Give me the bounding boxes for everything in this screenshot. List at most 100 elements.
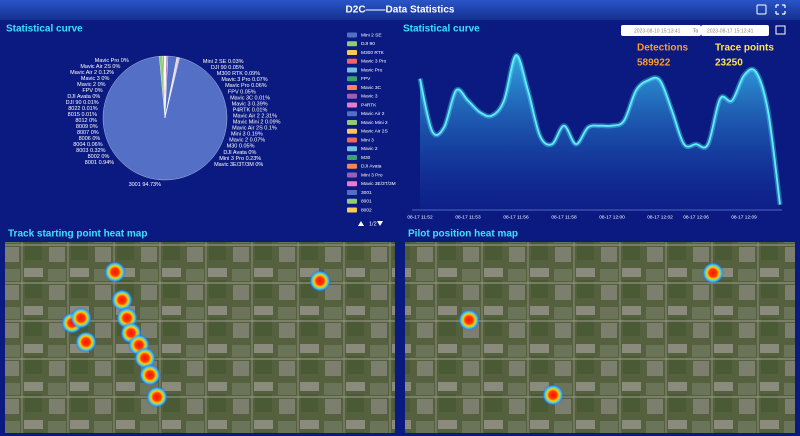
pie-label-value: 0% [101, 76, 109, 82]
report-icon[interactable] [756, 4, 767, 15]
legend-swatch [347, 85, 357, 90]
pie-label-value: 0.07% [250, 138, 266, 144]
pie-label: DJI Avata 0% [67, 94, 100, 100]
heat-spot [111, 289, 133, 311]
x-tick-label: 08-17 12:09 [731, 214, 757, 220]
header-bar [0, 0, 800, 20]
pie-label: M300 RTK 0.09% [217, 72, 260, 78]
x-tick-label: 08-17 12:00 [599, 214, 625, 220]
heat-spot [702, 262, 724, 284]
pie-label: 8007 0% [77, 130, 99, 136]
panel-title: Statistical curve [403, 24, 480, 35]
pie-label-name: P4RTK [233, 108, 251, 114]
pie-label-value: 0% [95, 88, 103, 94]
pie-label-name: Mavic 3E/3T/3M [214, 162, 254, 168]
pie-label-name: Mavic 3 [232, 102, 251, 108]
pie-label: Mavic Mini 2 0.09% [233, 120, 281, 126]
map-panels: Track starting point heat map Pilot posit… [5, 229, 795, 433]
legend-next[interactable] [377, 221, 383, 226]
pie-label: 8004 0.06% [73, 142, 102, 148]
heat-spot [70, 307, 92, 329]
pie-label-name: Mavic 3 Pro [221, 78, 250, 84]
legend-label: 8001 [361, 199, 372, 205]
fullscreen-icon[interactable] [775, 4, 786, 15]
legend-label: 3001 [361, 190, 372, 196]
pie-label-name: Mavic 2 [229, 138, 248, 144]
pie-label-name: Mavic 3 [81, 76, 100, 82]
pie-label: DJI 90 0.01% [66, 100, 99, 106]
pie-label: 3001 94.73% [129, 182, 162, 188]
legend-label: Mini 3 [361, 137, 374, 143]
image-icon[interactable] [775, 25, 786, 35]
heat-spot [309, 270, 331, 292]
summary-label: Trace points [715, 43, 774, 54]
pie-label: 8003 0.32% [76, 148, 105, 154]
pie-label-value: 0% [248, 150, 256, 156]
legend-swatch [347, 146, 357, 152]
pie-label-name: Mavic Pro [225, 84, 249, 90]
legend-label: Mavic Air 2S [361, 129, 388, 135]
pie-label: 8002 0% [88, 154, 110, 160]
x-tick-label: 08-17 12:06 [683, 214, 709, 220]
pie-label: Mavic 3C 0.01% [230, 96, 270, 102]
legend-label: M30 [361, 155, 371, 161]
pie-label-name: 8001 [85, 160, 97, 166]
pie-label-name: Mini 2 SE [203, 59, 227, 65]
legend-swatch [347, 102, 357, 108]
pie-label: M30 0.05% [227, 144, 255, 150]
panel-title: Statistical curve [6, 24, 83, 35]
legend-swatch [347, 32, 357, 38]
pie-label-value: 0.01% [83, 100, 99, 106]
pie-label: Mavic Pro 0% [95, 58, 129, 64]
pie-label-name: DJI Avata [223, 150, 247, 156]
pie-label-name: DJI 90 [211, 66, 227, 72]
pie-label-name: Mavic Air 2 [70, 70, 97, 76]
legend-label: M300 RTK [361, 50, 385, 56]
date-from-input[interactable] [621, 25, 701, 36]
legend-label: Mavic 2 [361, 146, 378, 152]
legend-prev[interactable] [358, 221, 364, 226]
pie-slice [102, 56, 228, 181]
summary-value: 23250 [715, 58, 743, 69]
date-to-input[interactable] [701, 25, 769, 36]
legend-swatch [347, 50, 357, 55]
legend-label: Mavic Air 2 [361, 111, 385, 117]
pie-label-value: 0.32% [90, 148, 106, 154]
pie-label-name: Mavic Air 2S [80, 64, 111, 70]
legend-label: DJI 90 [361, 41, 375, 47]
pie-label: Mavic Air 2S 0.1% [232, 126, 277, 132]
pie-label: 8009 0% [76, 124, 98, 130]
pie-label-value: 0.05% [239, 144, 255, 150]
pie-label: 8015 0.01% [68, 112, 97, 118]
line-panel: Statistical curve 2023-08-10 15:13:41 To 20… [403, 24, 786, 220]
pie-label-value: 0.12% [99, 70, 115, 76]
summary-value: 589922 [637, 58, 671, 69]
legend-page: 1/2 [369, 221, 377, 227]
panel-title: Pilot position heat map [408, 229, 518, 240]
pie-label-name: 8003 [76, 148, 88, 154]
pie-label-value: 0.39% [252, 102, 268, 108]
map-view[interactable] [5, 242, 395, 433]
pie-label: P4RTK 0.01% [233, 108, 268, 114]
pie-label-value: 0.09% [245, 72, 261, 78]
map-view[interactable] [405, 242, 795, 433]
pie-label-value: 0.05% [240, 90, 256, 96]
pie-label-name: 8015 [68, 112, 80, 118]
pie-label-name: FPV [228, 90, 239, 96]
pie-label-name: 8004 [73, 142, 85, 148]
pie-label: Mavic 3E/3T/3M 0% [214, 162, 263, 168]
x-tick-label: 08-17 11:58 [551, 214, 577, 220]
pie-label: Mavic Air 2S 0% [80, 64, 120, 70]
pie-label-name: Mavic Air 2 [233, 114, 260, 120]
legend-swatch [347, 163, 357, 169]
pie-label: Mavic Air 2 2.31% [233, 114, 277, 120]
pie-label: Mavic Air 2 0.12% [70, 70, 114, 76]
pie-label-value: 0.19% [247, 132, 263, 138]
summary-label: Detections [637, 43, 689, 54]
heat-spot [134, 347, 156, 369]
pie-label-name: 8009 [76, 124, 88, 130]
legend-label: DJI Avata [361, 164, 382, 170]
pie-label-name: Mavic Pro [95, 58, 119, 64]
pie-label: Mavic 3 Pro 0.07% [221, 78, 267, 84]
